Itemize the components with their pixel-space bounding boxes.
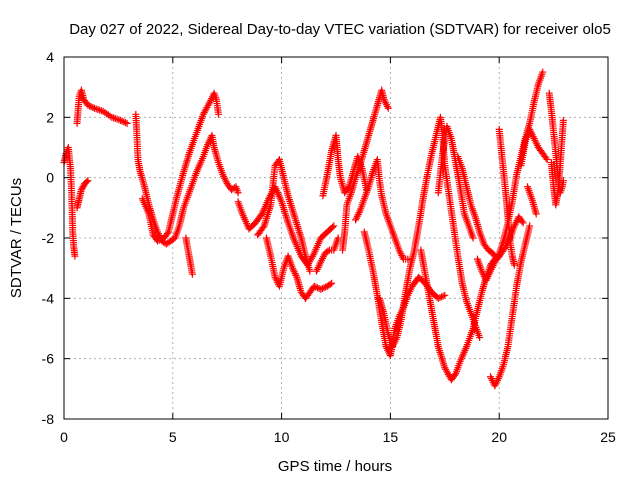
- data-point: [330, 222, 338, 230]
- data-point: [320, 284, 328, 292]
- data-point: [559, 116, 567, 124]
- data-point: [326, 280, 334, 288]
- data-point: [441, 291, 449, 299]
- data-point: [309, 251, 317, 259]
- data-point: [312, 283, 320, 291]
- data-point: [234, 189, 242, 197]
- data-point: [469, 234, 477, 242]
- data-point: [543, 156, 551, 164]
- x-tick-label: 0: [60, 429, 68, 445]
- data-point: [79, 183, 87, 191]
- data-point: [77, 186, 85, 194]
- data-point: [310, 282, 318, 290]
- data-point: [84, 177, 92, 185]
- data-point: [259, 223, 267, 231]
- y-axis-label: SDTVAR / TECUs: [8, 178, 25, 298]
- data-point: [329, 223, 337, 231]
- x-tick-label: 15: [383, 429, 399, 445]
- data-point: [89, 104, 97, 112]
- data-point: [526, 222, 534, 230]
- data-point: [318, 285, 326, 293]
- y-tick-label: -8: [42, 411, 55, 427]
- data-point: [86, 102, 94, 110]
- data-point: [157, 236, 165, 244]
- chart-title: Day 027 of 2022, Sidereal Day-to-day VTE…: [69, 21, 611, 38]
- data-point: [542, 154, 550, 162]
- data-point: [436, 294, 444, 302]
- y-tick-label: -4: [42, 290, 55, 306]
- x-tick-label: 10: [274, 429, 290, 445]
- data-point: [404, 255, 412, 263]
- data-point: [163, 229, 171, 237]
- data-point: [532, 210, 540, 218]
- data-point: [384, 104, 392, 112]
- y-tick-label: -2: [42, 230, 55, 246]
- data-point: [121, 119, 129, 127]
- data-point: [83, 178, 91, 186]
- data-point: [188, 270, 196, 278]
- x-axis-label: GPS time / hours: [278, 458, 392, 475]
- data-point: [154, 237, 162, 245]
- data-point: [314, 284, 322, 292]
- y-tick-label: 4: [46, 49, 54, 65]
- data-point: [155, 236, 163, 244]
- data-point: [539, 68, 547, 76]
- x-tick-label: 25: [600, 429, 616, 445]
- data-point: [434, 294, 442, 302]
- data-point: [71, 252, 79, 260]
- data-point: [519, 219, 527, 227]
- data-points: [60, 68, 567, 390]
- axis-ticks: 0 5 10 15 20 25 -8 -6 -4 -2 0 2 4: [42, 49, 616, 445]
- data-point: [438, 293, 446, 301]
- data-point: [476, 334, 484, 342]
- x-tick-label: 5: [169, 429, 177, 445]
- data-point: [324, 247, 332, 255]
- data-point: [78, 184, 86, 192]
- y-tick-label: 2: [46, 109, 54, 125]
- data-point: [510, 261, 518, 269]
- data-point: [205, 100, 213, 108]
- data-point: [214, 110, 222, 118]
- data-point: [117, 116, 125, 124]
- data-point: [451, 371, 459, 379]
- data-point: [87, 103, 95, 111]
- data-point: [518, 217, 526, 225]
- data-point: [344, 184, 352, 192]
- data-point: [118, 117, 126, 125]
- x-tick-label: 20: [491, 429, 507, 445]
- y-tick-label: -6: [42, 351, 55, 367]
- data-point: [84, 101, 92, 109]
- y-tick-label: 0: [46, 170, 54, 186]
- data-point: [439, 292, 447, 300]
- data-point: [328, 279, 336, 287]
- data-point: [123, 119, 131, 127]
- data-point: [317, 285, 325, 293]
- data-point: [306, 267, 314, 275]
- data-point: [120, 118, 128, 126]
